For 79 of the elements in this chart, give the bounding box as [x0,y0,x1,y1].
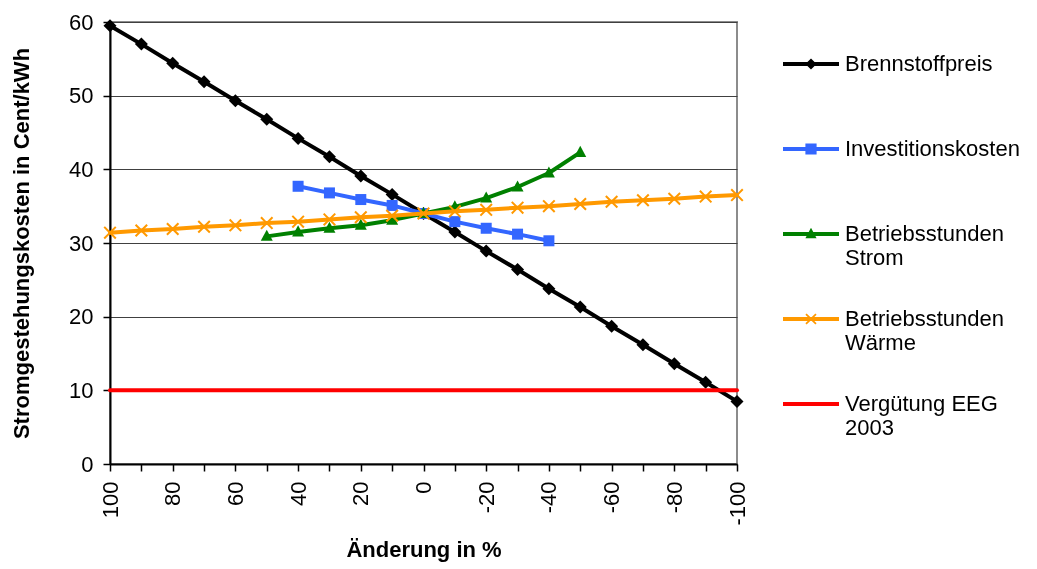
y-axis-title: Stromgestehungskosten in Cent/kWh [9,47,35,440]
x-tick-label: 40 [285,481,311,506]
point [260,112,274,126]
y-tick-label: 10 [69,377,94,403]
point [354,210,368,224]
point [573,197,587,211]
legend-label: Betriebsstunden Strom [845,221,1004,270]
legend-label: Vergütung EEG 2003 [845,391,998,440]
legend-label: Brennstoffpreis [845,51,993,76]
point [448,204,462,218]
point [573,300,587,314]
point [479,203,493,217]
point [354,169,368,183]
point [512,228,524,240]
y-tick-label: 0 [81,451,94,477]
point [730,394,744,408]
point [228,94,242,108]
x-tick-label: -60 [599,481,625,514]
point [322,212,336,226]
point [449,216,461,228]
point [291,215,305,229]
y-tick-label: 20 [69,304,94,330]
point [228,218,242,232]
point [636,338,650,352]
x-tick-label: -80 [661,481,687,514]
point [605,319,619,333]
point [511,263,525,277]
point [386,199,398,211]
y-tick-label: 30 [69,230,94,256]
point [699,190,713,204]
point [479,244,493,258]
point [480,222,492,234]
point [730,188,744,202]
point [699,375,713,389]
x-tick-label: 60 [222,481,248,506]
point [667,192,681,206]
x-axis-title: Änderung in % [346,536,502,562]
point [166,56,180,70]
x-tick-label: -20 [473,481,499,514]
x-tick-label: 0 [411,481,436,494]
x-tick-label: 20 [348,481,374,506]
x-tick-label: 100 [97,481,123,519]
point [291,131,305,145]
point [322,150,336,164]
point [103,226,117,240]
point [542,166,555,178]
point [511,201,525,215]
point [134,223,148,237]
y-tick-label: 60 [69,9,94,35]
point [543,235,555,247]
point [511,180,524,192]
point [323,221,336,233]
point [354,218,367,230]
x-tick-label: -40 [536,481,562,514]
point [480,191,493,203]
point [355,194,367,206]
point [385,209,399,223]
point [260,216,274,230]
point [197,75,211,89]
x-tick-label: 80 [160,481,186,506]
point [166,222,180,236]
point [292,180,304,192]
point [134,37,148,51]
legend-label: Betriebsstunden Wärme [845,306,1004,355]
point [260,229,273,241]
point [197,220,211,234]
point [542,282,556,296]
point [385,187,399,201]
point [448,225,462,239]
point [636,193,650,207]
point [323,187,335,199]
y-tick-label: 50 [69,83,94,109]
point [667,357,681,371]
y-tick-label: 40 [69,156,94,182]
x-tick-label: -100 [724,481,750,526]
point [542,199,556,213]
point [292,225,305,237]
point [605,195,619,209]
legend-label: Investitionskosten [845,136,1020,161]
